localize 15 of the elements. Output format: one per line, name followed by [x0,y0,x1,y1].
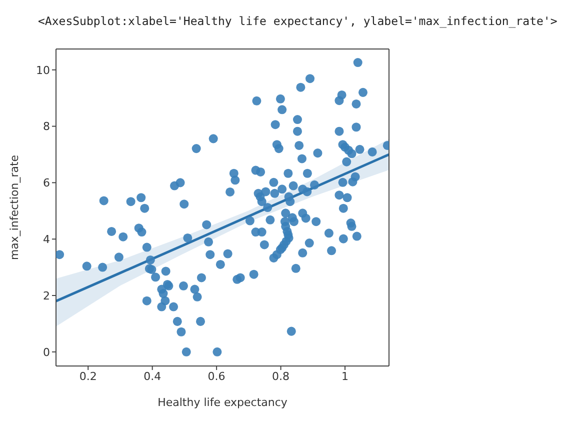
y-tick-label: 2 [43,289,50,302]
x-tick-label: 0.4 [144,370,162,383]
y-tick-label: 0 [43,346,50,359]
x-tick-label: 1 [342,370,349,383]
y-axis-title: max_infection_rate [8,154,21,260]
line-series [56,153,389,302]
x-tick-label: 0.6 [208,370,226,383]
y-tick-label: 10 [36,64,50,77]
x-tick-label: 0.8 [272,370,290,383]
x-tick-label: 0.2 [79,370,97,383]
text: <AxesSubplot:xlabel='Healthy life expectancy', ylabel='max_infection_rate'> [37,13,558,28]
y-tick-label: 6 [43,176,50,190]
y-tick-label: 8 [43,120,50,134]
x-axis-title: Healthy life expectancy [158,396,288,409]
y-tick-label: 4 [43,232,50,246]
